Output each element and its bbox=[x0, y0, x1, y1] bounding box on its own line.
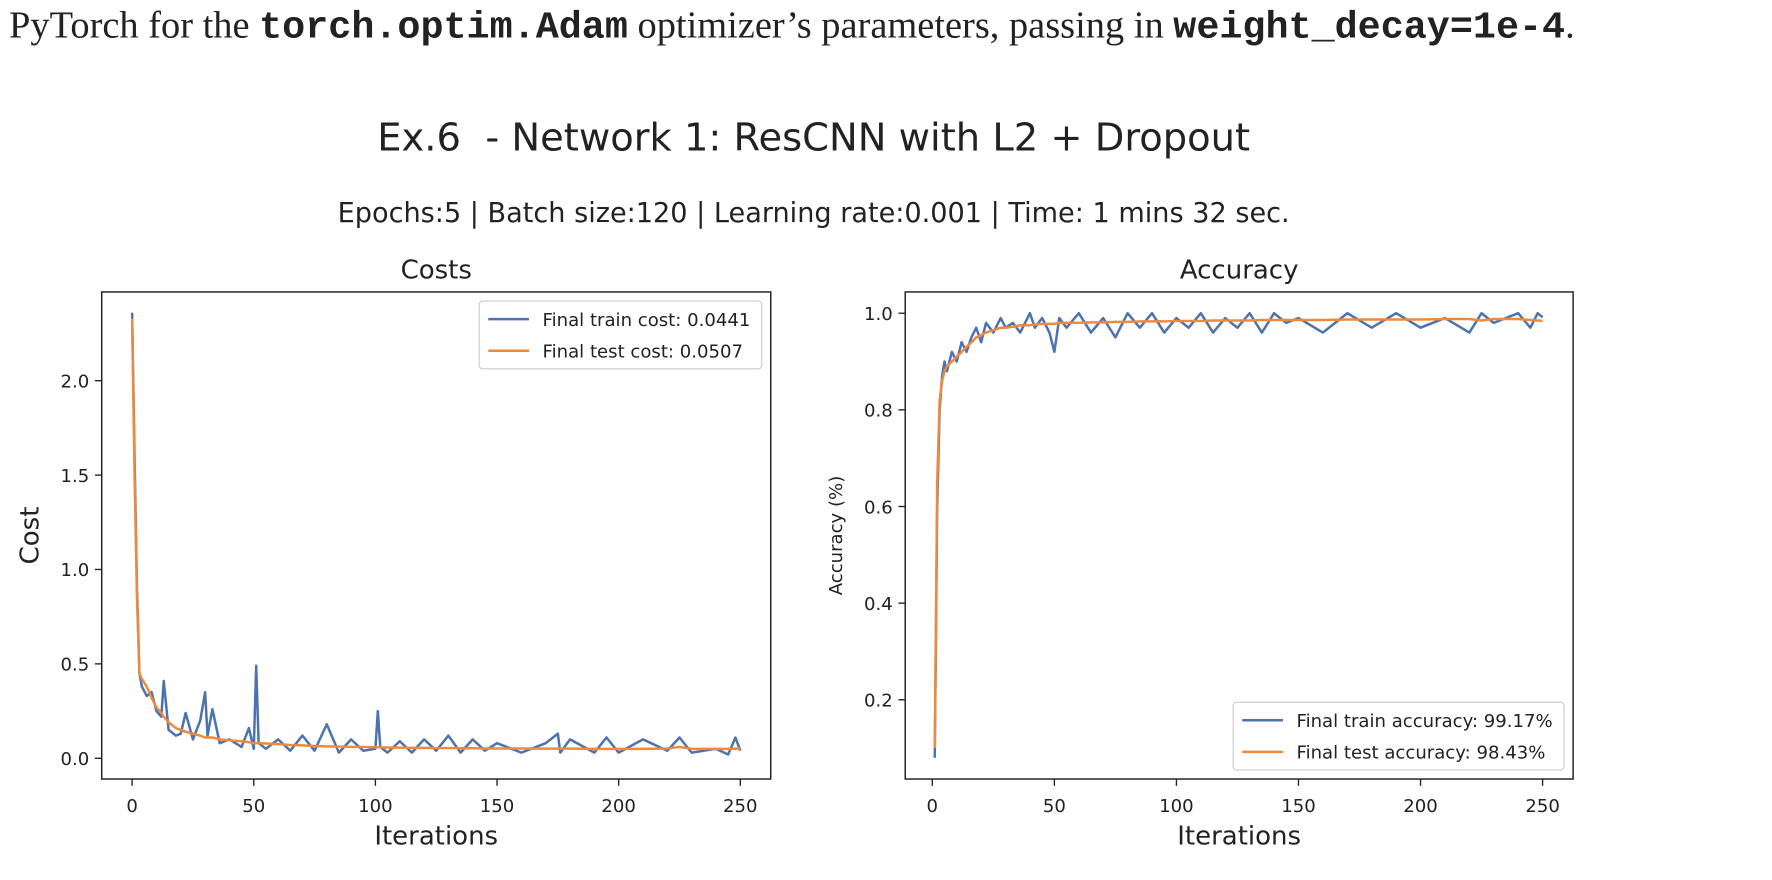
axes-frame bbox=[100, 291, 772, 780]
x-axis-label: Iterations bbox=[1177, 822, 1301, 852]
series-line bbox=[933, 311, 1544, 758]
figure-title: Ex.6 - Network 1: ResCNN with L2 + Dropo… bbox=[377, 116, 1250, 161]
series-line bbox=[933, 317, 1543, 749]
legend-frame bbox=[478, 300, 763, 370]
y-tick-label: 0.2 bbox=[864, 691, 893, 712]
y-tick-label: 0.6 bbox=[864, 497, 893, 518]
legend: Final train cost: 0.0441 Final test cost:… bbox=[478, 300, 763, 370]
code-run: weight_decay=1e-4 bbox=[1173, 6, 1565, 50]
y-tick-label: 0.8 bbox=[864, 401, 893, 422]
x-tick-label: 200 bbox=[1403, 796, 1438, 817]
x-tick-label: 100 bbox=[358, 796, 393, 817]
x-tick-label: 50 bbox=[242, 796, 265, 817]
legend-label: Final train cost: 0.0441 bbox=[543, 310, 751, 331]
legend: Final train accuracy: 99.17% Final test a… bbox=[1232, 701, 1565, 771]
legend-label: Final test cost: 0.0507 bbox=[543, 342, 743, 363]
figure-subtitle: Epochs:5 | Batch size:120 | Learning rat… bbox=[338, 198, 1290, 229]
x-axis-label: Iterations bbox=[374, 822, 498, 852]
legend-label: Final train accuracy: 99.17% bbox=[1296, 711, 1552, 732]
body-text: PyTorch for the torch.optim.Adam optimiz… bbox=[9, 5, 1575, 50]
x-tick-label: 50 bbox=[1043, 796, 1066, 817]
text-run: PyTorch for the bbox=[9, 5, 259, 47]
y-axis-label: Accuracy (%) bbox=[826, 476, 847, 596]
plot-area bbox=[130, 312, 742, 756]
x-tick-label: 250 bbox=[723, 796, 758, 817]
legend-frame bbox=[1232, 701, 1565, 771]
series-line bbox=[130, 318, 741, 751]
y-tick-label: 2.0 bbox=[61, 371, 90, 392]
x-tick-label: 150 bbox=[1281, 796, 1316, 817]
text-run: . bbox=[1565, 5, 1575, 47]
x-tick-label: 100 bbox=[1159, 796, 1194, 817]
y-tick-label: 0.5 bbox=[61, 655, 90, 676]
text-run: optimizer’s parameters, passing in bbox=[628, 5, 1173, 47]
chart: Accuracy Iterations Accuracy (%) 0 50 100 150 2… bbox=[826, 255, 1574, 852]
y-tick-label: 1.5 bbox=[61, 466, 90, 487]
y-tick-label: 1.0 bbox=[61, 560, 90, 581]
x-tick-label: 0 bbox=[126, 796, 138, 817]
chart-title: Accuracy bbox=[1180, 255, 1299, 285]
y-axis-label: Cost bbox=[15, 507, 45, 565]
x-tick-label: 200 bbox=[601, 796, 636, 817]
x-tick-label: 0 bbox=[927, 796, 939, 817]
series-line bbox=[130, 312, 742, 756]
code-run: torch.optim.Adam bbox=[259, 6, 628, 50]
y-tick-label: 1.0 bbox=[864, 304, 893, 325]
y-tick-label: 0.0 bbox=[61, 749, 90, 770]
legend-label: Final test accuracy: 98.43% bbox=[1296, 743, 1545, 764]
x-tick-label: 150 bbox=[480, 796, 515, 817]
chart: Costs Iterations Cost 0 50 100 150 200 250 0.0 0.5… bbox=[15, 255, 772, 852]
axes-frame bbox=[904, 291, 1574, 780]
x-tick-label: 250 bbox=[1525, 796, 1560, 817]
y-tick-label: 0.4 bbox=[864, 594, 893, 615]
chart-title: Costs bbox=[401, 255, 472, 285]
plot-area bbox=[933, 311, 1544, 758]
